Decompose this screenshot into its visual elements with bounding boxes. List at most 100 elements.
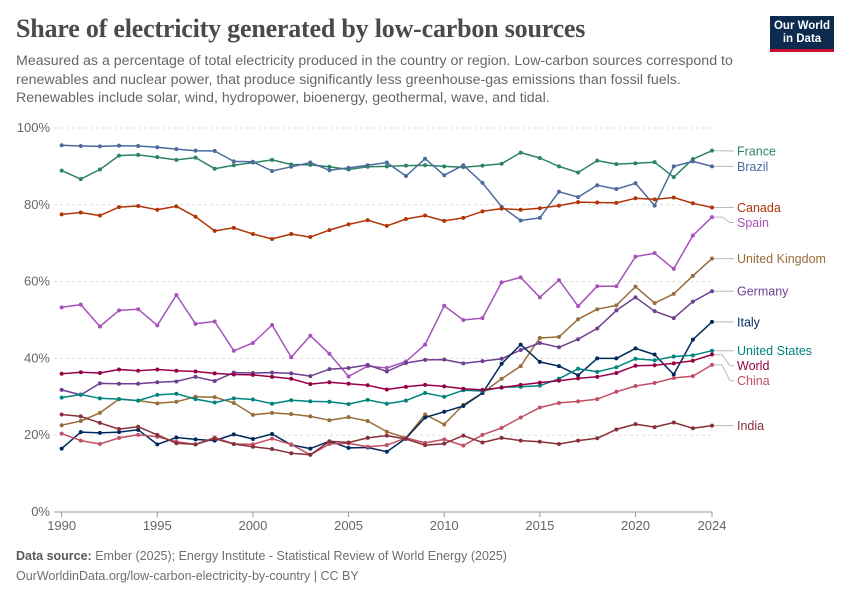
- y-tick-label-0: 0%: [31, 504, 50, 519]
- point-france-2009: [423, 163, 428, 168]
- point-brazil-2016: [556, 189, 561, 194]
- point-india-2019: [614, 427, 619, 432]
- point-spain-1995: [155, 323, 160, 328]
- point-brazil-1997: [193, 148, 198, 153]
- x-tick-label-2015: 2015: [525, 518, 554, 533]
- point-india-2012: [480, 440, 485, 445]
- source-label: Data source:: [16, 549, 92, 563]
- point-germany-1990: [59, 387, 64, 392]
- point-italy-2016: [556, 364, 561, 369]
- label-connector-china: [714, 364, 734, 382]
- point-brazil-2004: [327, 168, 332, 173]
- point-united-kingdom-1998: [212, 395, 217, 400]
- point-italy-2009: [423, 415, 428, 420]
- point-canada-2018: [595, 200, 600, 205]
- point-china-1991: [78, 438, 83, 443]
- footer-url[interactable]: OurWorldinData.org/low-carbon-electricit…: [16, 569, 359, 583]
- point-china-2024: [710, 362, 714, 367]
- point-italy-2000: [250, 437, 255, 442]
- point-brazil-1990: [59, 143, 64, 148]
- logo-accent-bar: [770, 49, 834, 52]
- point-brazil-2010: [442, 173, 447, 178]
- point-united-kingdom-1996: [174, 399, 179, 404]
- point-brazil-2018: [595, 183, 600, 188]
- point-italy-1992: [97, 430, 102, 435]
- point-brazil-2001: [270, 169, 275, 174]
- point-germany-1993: [117, 381, 122, 386]
- point-france-2001: [270, 157, 275, 162]
- logo-line-2: in Data: [782, 33, 822, 45]
- point-world-2011: [461, 386, 466, 391]
- point-united-kingdom-2018: [595, 307, 600, 312]
- point-china-2010: [442, 437, 447, 442]
- point-united-states-2004: [327, 399, 332, 404]
- point-canada-1990: [59, 212, 64, 217]
- point-india-2015: [537, 439, 542, 444]
- point-france-2016: [556, 164, 561, 169]
- point-spain-2002: [289, 355, 294, 360]
- point-canada-2002: [289, 231, 294, 236]
- point-united-states-1994: [136, 398, 141, 403]
- point-brazil-1992: [97, 144, 102, 149]
- point-united-kingdom-1999: [231, 400, 236, 405]
- point-italy-2003: [308, 446, 313, 451]
- point-brazil-2023: [690, 159, 695, 164]
- point-germany-2012: [480, 359, 485, 364]
- point-united-states-2023: [690, 353, 695, 358]
- point-brazil-1998: [212, 149, 217, 154]
- point-canada-1996: [174, 204, 179, 209]
- point-canada-1993: [117, 205, 122, 210]
- point-canada-2004: [327, 228, 332, 233]
- point-united-kingdom-1992: [97, 410, 102, 415]
- point-france-2024: [710, 148, 714, 153]
- point-brazil-2009: [423, 156, 428, 161]
- point-italy-1990: [59, 446, 64, 451]
- point-spain-2012: [480, 316, 485, 321]
- point-united-states-2007: [384, 401, 389, 406]
- point-france-2014: [518, 150, 523, 155]
- point-canada-2003: [308, 235, 313, 240]
- point-brazil-2011: [461, 163, 466, 168]
- point-germany-2015: [537, 341, 542, 346]
- point-world-2009: [423, 382, 428, 387]
- owid-logo[interactable]: Our World in Data: [770, 16, 834, 52]
- series-label-spain: Spain: [737, 216, 769, 230]
- y-tick-label-80: 80%: [24, 197, 50, 212]
- series-label-india: India: [737, 419, 764, 433]
- point-china-1993: [117, 435, 122, 440]
- point-germany-1994: [136, 381, 141, 386]
- x-tick-label-1995: 1995: [143, 518, 172, 533]
- point-united-states-1997: [193, 397, 198, 402]
- point-france-2007: [384, 164, 389, 169]
- point-canada-1991: [78, 210, 83, 215]
- point-germany-1996: [174, 379, 179, 384]
- point-world-2016: [556, 378, 561, 383]
- point-france-1993: [117, 153, 122, 158]
- point-canada-2014: [518, 207, 523, 212]
- point-india-2013: [499, 435, 504, 440]
- point-united-kingdom-2021: [652, 301, 657, 306]
- point-india-2023: [690, 426, 695, 431]
- point-world-1996: [174, 368, 179, 373]
- label-connector-spain: [714, 216, 734, 223]
- point-brazil-2015: [537, 215, 542, 220]
- point-germany-1992: [97, 381, 102, 386]
- point-india-2000: [250, 444, 255, 449]
- point-spain-2005: [346, 374, 351, 379]
- point-brazil-2022: [671, 164, 676, 169]
- point-china-2011: [461, 443, 466, 448]
- point-italy-2018: [595, 356, 600, 361]
- point-world-2002: [289, 376, 294, 381]
- point-brazil-2008: [403, 174, 408, 178]
- point-italy-2017: [576, 373, 581, 378]
- point-italy-2001: [270, 432, 275, 437]
- point-united-kingdom-2003: [308, 414, 313, 419]
- point-world-1991: [78, 370, 83, 375]
- point-world-2024: [710, 352, 714, 357]
- point-india-2001: [270, 447, 275, 452]
- point-china-2006: [365, 444, 370, 449]
- point-china-2018: [595, 397, 600, 402]
- point-germany-2005: [346, 366, 351, 370]
- point-united-kingdom-2002: [289, 412, 294, 417]
- point-united-kingdom-2001: [270, 410, 275, 415]
